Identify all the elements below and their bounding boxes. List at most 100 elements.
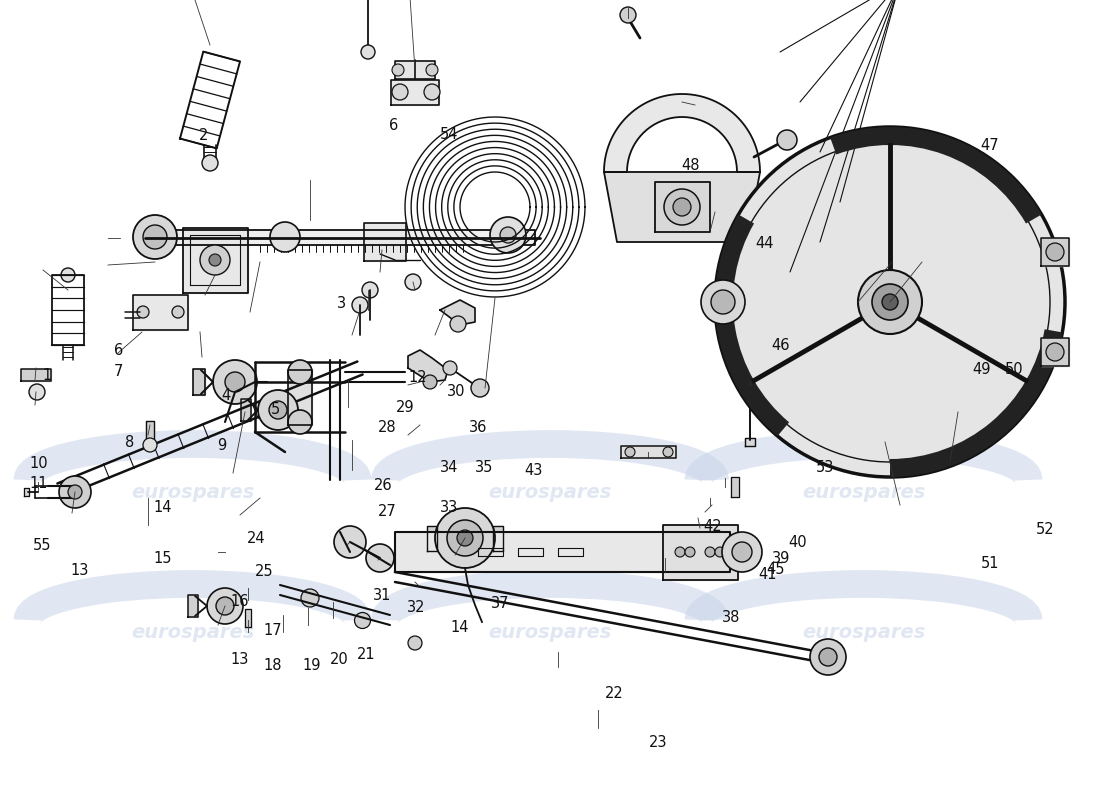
- Text: 20: 20: [329, 653, 349, 667]
- Text: 50: 50: [1005, 362, 1023, 377]
- Circle shape: [424, 84, 440, 100]
- Text: 55: 55: [33, 538, 51, 553]
- Polygon shape: [364, 223, 406, 261]
- Text: 21: 21: [358, 647, 375, 662]
- Text: 47: 47: [981, 138, 999, 153]
- Circle shape: [354, 613, 371, 629]
- Circle shape: [685, 547, 695, 557]
- Circle shape: [362, 282, 378, 298]
- Text: 12: 12: [409, 370, 427, 385]
- Polygon shape: [395, 532, 730, 572]
- Circle shape: [408, 636, 422, 650]
- Polygon shape: [23, 488, 29, 496]
- Text: 14: 14: [154, 501, 172, 515]
- Polygon shape: [288, 370, 312, 425]
- Circle shape: [715, 547, 725, 557]
- Circle shape: [138, 306, 148, 318]
- Circle shape: [366, 544, 394, 572]
- Text: 38: 38: [723, 610, 740, 625]
- Circle shape: [60, 268, 75, 282]
- Polygon shape: [245, 609, 251, 627]
- Polygon shape: [140, 230, 535, 245]
- Text: 46: 46: [772, 338, 790, 353]
- Circle shape: [705, 547, 715, 557]
- Polygon shape: [21, 369, 51, 381]
- Polygon shape: [604, 94, 760, 172]
- Text: 36: 36: [470, 421, 487, 435]
- Wedge shape: [890, 330, 1063, 477]
- Circle shape: [424, 375, 437, 389]
- Polygon shape: [132, 294, 187, 330]
- Circle shape: [810, 639, 846, 675]
- Polygon shape: [146, 421, 154, 443]
- Text: eurospares: eurospares: [802, 622, 925, 642]
- Text: eurospares: eurospares: [488, 622, 612, 642]
- Text: 24: 24: [248, 531, 265, 546]
- Circle shape: [426, 64, 438, 76]
- Text: 28: 28: [378, 421, 396, 435]
- Text: 39: 39: [772, 551, 790, 566]
- Text: 49: 49: [972, 362, 990, 377]
- Polygon shape: [427, 526, 437, 550]
- Circle shape: [392, 84, 408, 100]
- Polygon shape: [1041, 238, 1069, 266]
- Circle shape: [1046, 243, 1064, 261]
- Circle shape: [29, 384, 45, 400]
- Polygon shape: [188, 595, 198, 617]
- Circle shape: [288, 360, 312, 384]
- Circle shape: [500, 227, 516, 243]
- Circle shape: [443, 361, 456, 375]
- Circle shape: [664, 189, 700, 225]
- Text: eurospares: eurospares: [131, 622, 254, 642]
- Polygon shape: [1041, 338, 1069, 366]
- Text: 13: 13: [70, 563, 88, 578]
- Text: 31: 31: [373, 589, 390, 603]
- Text: 51: 51: [981, 557, 999, 571]
- Circle shape: [858, 270, 922, 334]
- Circle shape: [213, 360, 257, 404]
- Polygon shape: [192, 369, 205, 395]
- Text: 3: 3: [337, 297, 345, 311]
- Polygon shape: [183, 227, 248, 293]
- Text: 26: 26: [374, 478, 392, 493]
- Circle shape: [872, 284, 908, 320]
- Circle shape: [334, 526, 366, 558]
- Text: 6: 6: [114, 343, 123, 358]
- Circle shape: [882, 294, 898, 310]
- Circle shape: [143, 225, 167, 249]
- Circle shape: [216, 597, 234, 615]
- Circle shape: [288, 410, 312, 434]
- Text: 4: 4: [221, 389, 230, 403]
- Text: 5: 5: [271, 402, 279, 417]
- Text: 40: 40: [789, 535, 806, 550]
- Text: 32: 32: [407, 601, 425, 615]
- Circle shape: [361, 45, 375, 59]
- Text: eurospares: eurospares: [131, 482, 254, 502]
- Text: 53: 53: [816, 461, 834, 475]
- Circle shape: [673, 198, 691, 216]
- Text: eurospares: eurospares: [802, 482, 925, 502]
- Text: 22: 22: [604, 686, 624, 701]
- Text: 19: 19: [302, 658, 320, 673]
- Circle shape: [202, 155, 218, 171]
- Circle shape: [270, 222, 300, 252]
- Polygon shape: [395, 61, 434, 79]
- Circle shape: [490, 217, 526, 253]
- Circle shape: [207, 588, 243, 624]
- Polygon shape: [440, 300, 475, 325]
- Circle shape: [226, 372, 245, 392]
- Circle shape: [620, 7, 636, 23]
- Circle shape: [471, 379, 490, 397]
- Circle shape: [68, 485, 82, 499]
- Text: 2: 2: [199, 129, 208, 143]
- Circle shape: [701, 280, 745, 324]
- Circle shape: [200, 245, 230, 275]
- Polygon shape: [390, 79, 439, 105]
- Polygon shape: [241, 399, 251, 421]
- Text: 6: 6: [389, 118, 398, 133]
- Text: 18: 18: [264, 658, 282, 673]
- Polygon shape: [732, 477, 739, 497]
- Text: 44: 44: [756, 237, 773, 251]
- Polygon shape: [654, 182, 710, 232]
- Circle shape: [143, 438, 157, 452]
